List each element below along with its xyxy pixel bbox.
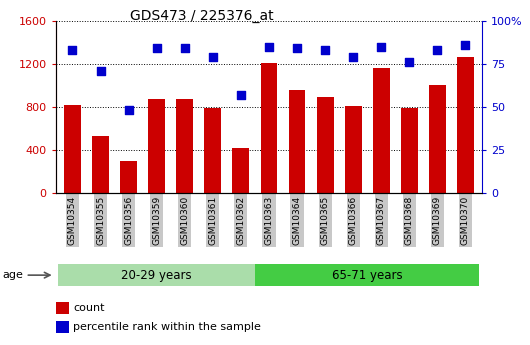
Point xyxy=(237,92,245,98)
Text: 20-29 years: 20-29 years xyxy=(121,269,192,282)
Bar xyxy=(344,106,361,193)
Point xyxy=(433,47,441,53)
Bar xyxy=(401,108,418,193)
Text: percentile rank within the sample: percentile rank within the sample xyxy=(73,322,261,332)
Point xyxy=(209,54,217,60)
Point xyxy=(405,59,413,65)
Text: count: count xyxy=(73,303,104,313)
Point xyxy=(377,44,385,49)
Bar xyxy=(148,99,165,193)
Point xyxy=(125,108,133,113)
Point xyxy=(96,68,105,73)
Bar xyxy=(120,161,137,193)
Text: 65-71 years: 65-71 years xyxy=(332,269,402,282)
Bar xyxy=(289,90,305,193)
Point xyxy=(461,42,470,48)
Bar xyxy=(457,57,474,193)
Text: GDS473 / 225376_at: GDS473 / 225376_at xyxy=(130,9,273,23)
Bar xyxy=(92,136,109,193)
Bar xyxy=(373,68,390,193)
Point xyxy=(181,46,189,51)
Bar xyxy=(205,108,221,193)
Bar xyxy=(261,63,277,193)
Bar xyxy=(176,99,193,193)
Point xyxy=(349,54,357,60)
Point xyxy=(68,47,77,53)
Bar xyxy=(233,148,249,193)
Bar xyxy=(317,97,333,193)
Bar xyxy=(429,86,446,193)
Text: age: age xyxy=(3,270,23,280)
Point xyxy=(153,46,161,51)
Point xyxy=(293,46,301,51)
Point xyxy=(265,44,273,49)
Bar xyxy=(64,105,81,193)
Point xyxy=(321,47,329,53)
